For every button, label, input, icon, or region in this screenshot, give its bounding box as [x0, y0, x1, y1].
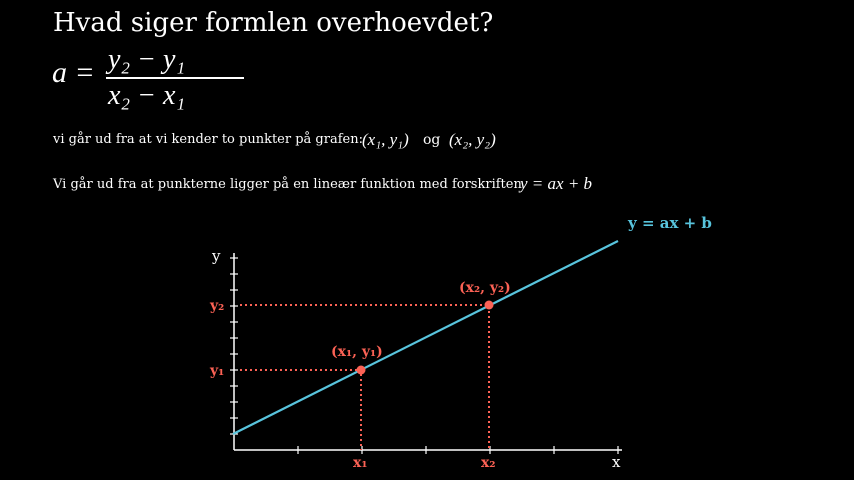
fraction-bar — [106, 77, 244, 79]
point2-label: (x₂, y₂) — [459, 280, 511, 296]
formula-denominator: x₂ − x₁ — [108, 80, 186, 111]
formula-numerator: y₂ − y₁ — [108, 44, 186, 75]
point2-notation: (x₂, y₂) — [449, 130, 496, 149]
page-title: Hvad siger formlen overhoevdet? — [53, 8, 494, 38]
y2-label: y₂ — [209, 298, 224, 314]
x1-label: x₁ — [353, 455, 367, 471]
slope-formula: a = y₂ − y₁ x₂ − x₁ — [52, 44, 244, 111]
guide-lines-point1 — [240, 369, 362, 450]
guide-lines-point2 — [240, 304, 490, 450]
y1-label: y₁ — [209, 363, 224, 379]
line-label: y = ax + b — [627, 214, 712, 232]
connector-word: og — [423, 132, 441, 148]
x2-label: x₂ — [481, 455, 495, 471]
point-2 — [484, 300, 494, 310]
x-axis-label: x — [612, 453, 621, 471]
assumption-text-1: vi går ud fra at vi kender to punkter på… — [53, 132, 363, 147]
point1-notation: (x₁, y₁) — [362, 130, 409, 149]
point1-label: (x₁, y₁) — [331, 344, 383, 360]
linear-function-line — [232, 240, 619, 435]
linear-equation: y = ax + b — [520, 174, 593, 193]
axis-ticks — [230, 257, 619, 454]
assumption-text-2: Vi går ud fra at punkterne ligger på en … — [53, 177, 522, 192]
y-axis-label: y — [211, 247, 221, 265]
formula-lhs: a = — [52, 56, 95, 89]
point-1 — [356, 365, 366, 375]
